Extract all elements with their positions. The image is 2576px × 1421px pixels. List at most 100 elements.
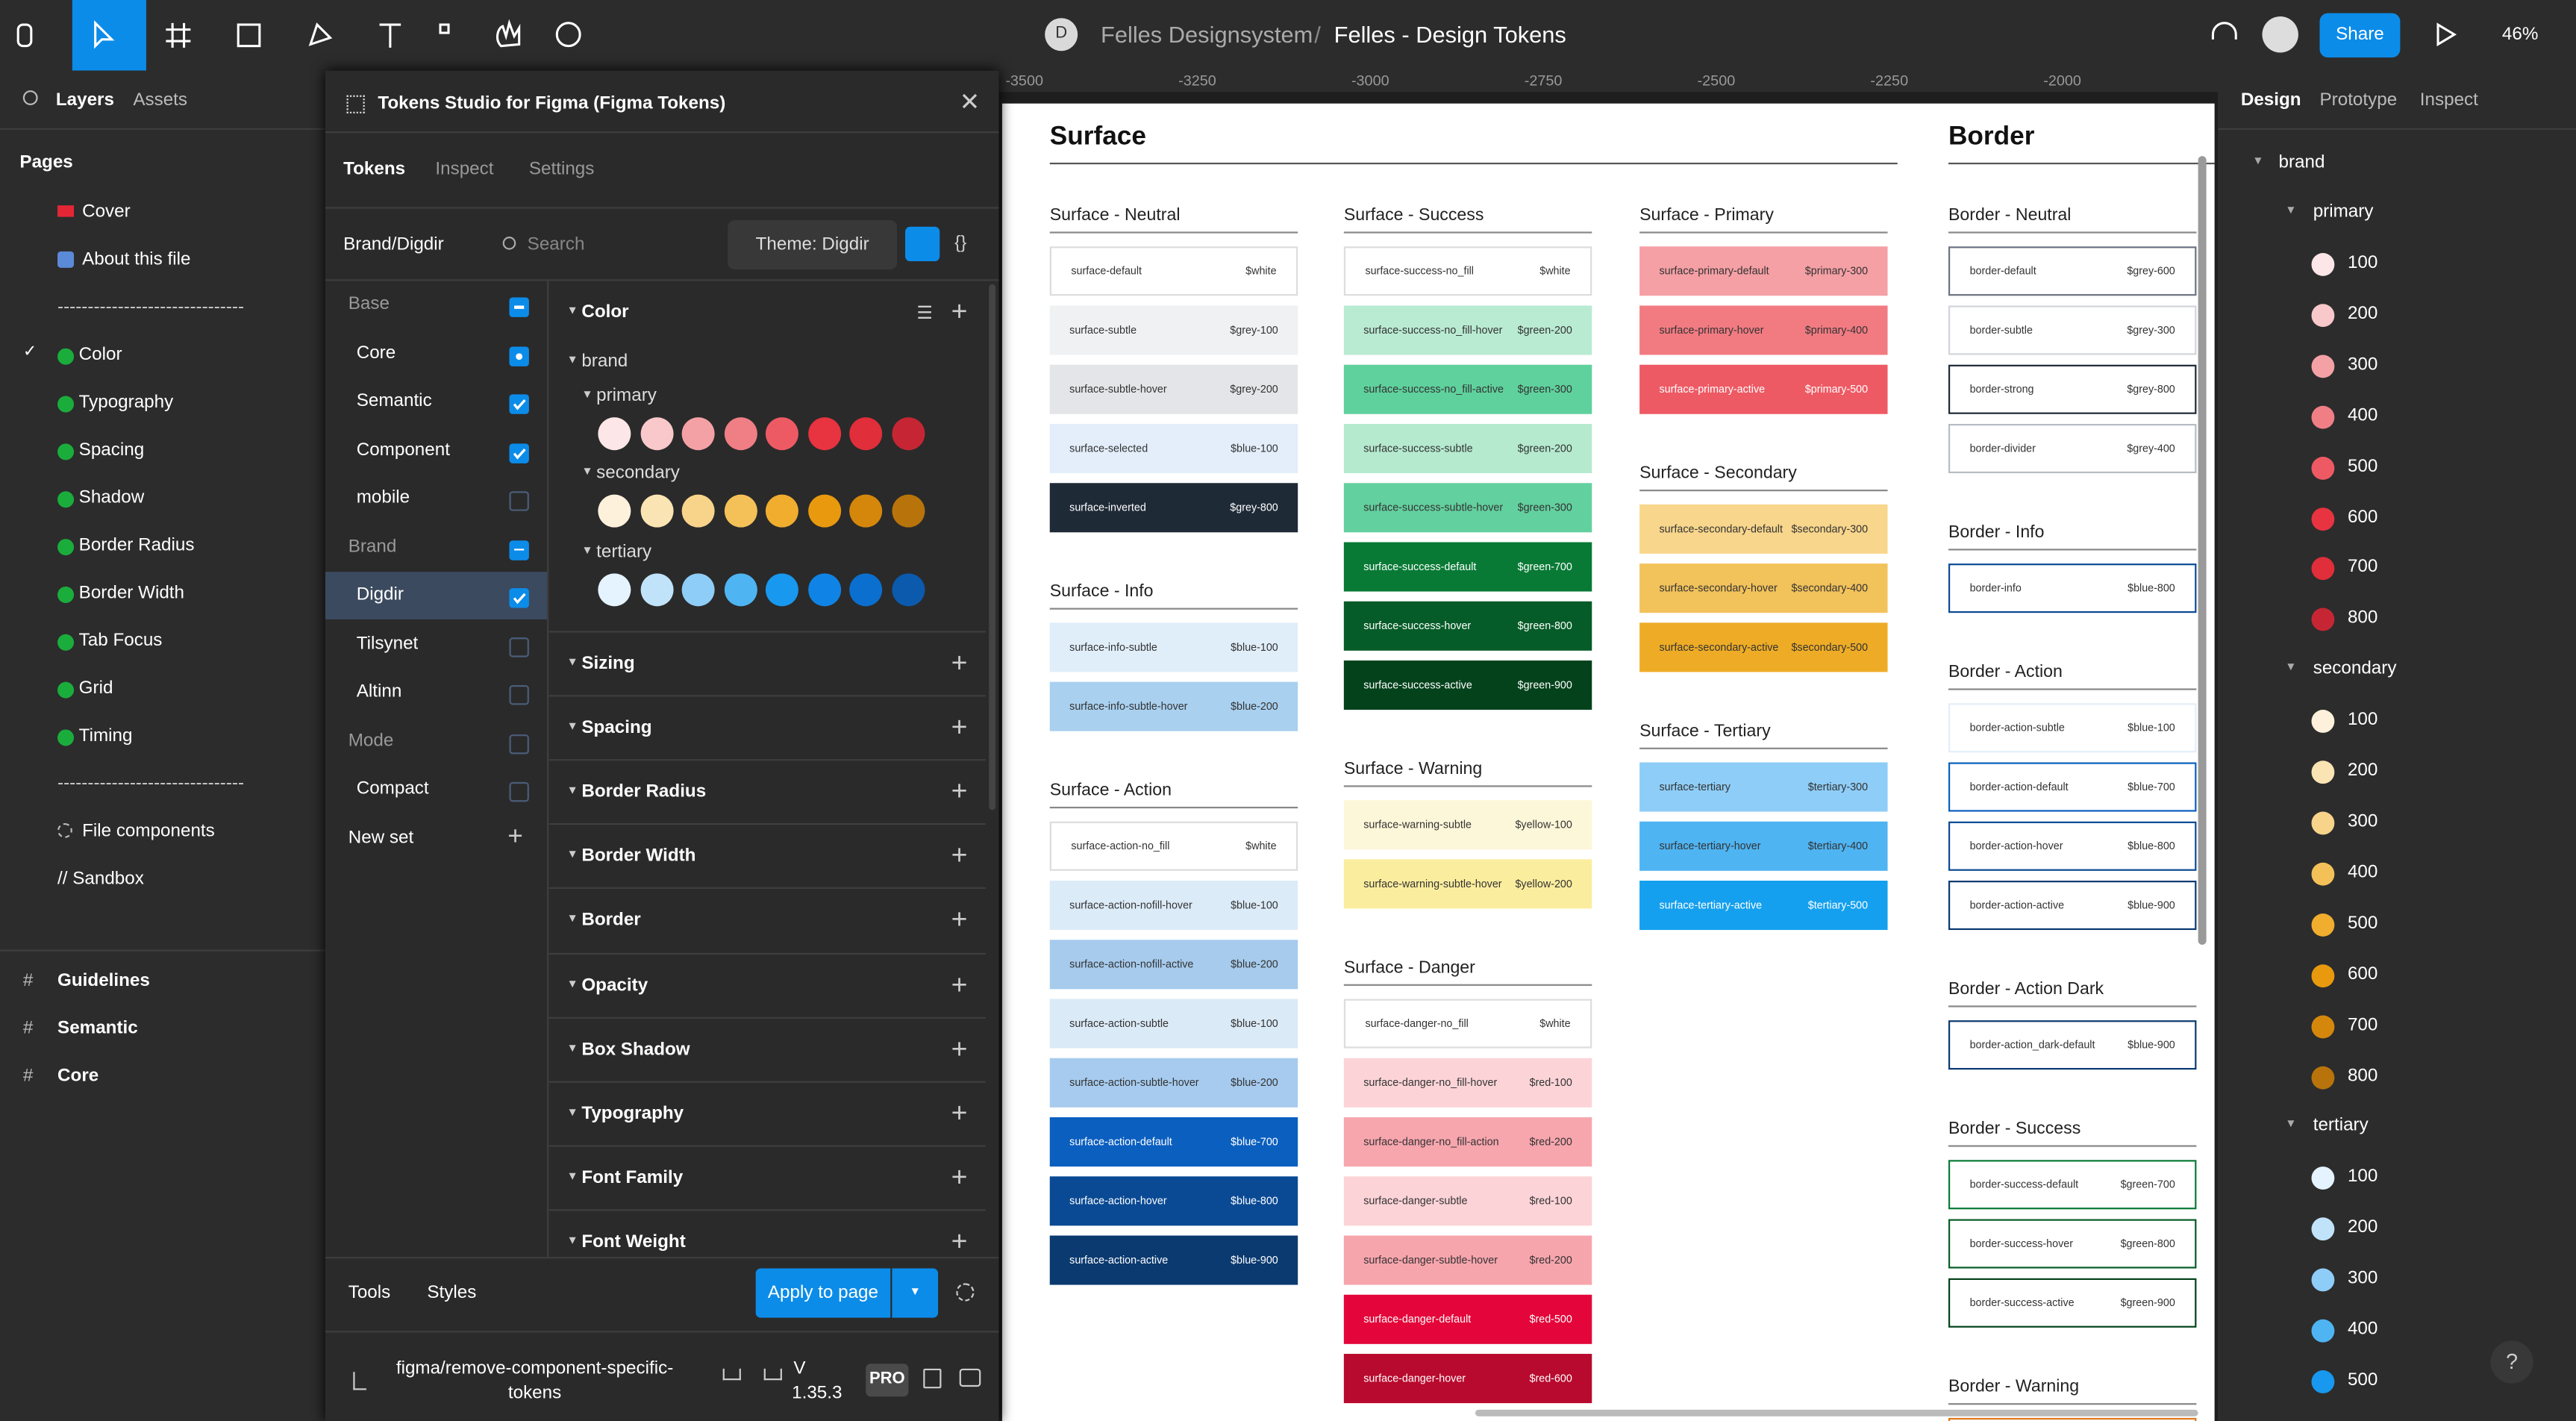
color-name[interactable]: 600 <box>2347 964 2378 984</box>
token-card[interactable]: surface-info-subtle-hover $blue-200 <box>1049 681 1298 731</box>
token-card[interactable]: border-divider $grey-400 <box>1948 423 2197 474</box>
project-name[interactable]: Felles Designsystem <box>1101 21 1313 48</box>
frame-name[interactable]: Semantic <box>57 1018 138 1039</box>
group-add[interactable]: + <box>951 711 968 743</box>
color-name[interactable]: 100 <box>2347 253 2378 273</box>
frame-scrollbar[interactable] <box>2198 156 2207 945</box>
token-card[interactable]: surface-success-hover $green-800 <box>1343 601 1592 651</box>
color-swatch[interactable] <box>849 417 883 451</box>
group-add[interactable]: + <box>951 1161 968 1193</box>
user-avatar[interactable] <box>2262 16 2298 53</box>
set-name[interactable]: Component <box>356 439 450 460</box>
page-item[interactable]: ------------------------------- <box>0 767 325 803</box>
color-name[interactable]: 100 <box>2347 710 2378 730</box>
theme-select[interactable]: Theme: Digdir <box>728 220 898 270</box>
group-name[interactable]: Typography <box>581 1103 684 1124</box>
color-name[interactable]: 800 <box>2347 608 2378 628</box>
color-swatch[interactable] <box>765 572 798 606</box>
page-item[interactable]: ✓ Color <box>0 339 325 375</box>
group-name[interactable]: Opacity <box>581 975 648 996</box>
set-group[interactable]: Mode <box>348 730 394 750</box>
token-card[interactable]: border-strong $grey-800 <box>1948 364 2197 414</box>
token-card[interactable]: surface-success-subtle $green-200 <box>1343 423 1592 474</box>
styles-menu[interactable]: Styles <box>427 1283 477 1303</box>
token-card[interactable]: surface-tertiary $tertiary-300 <box>1639 762 1888 812</box>
color-swatch[interactable] <box>765 495 798 528</box>
token-card[interactable]: surface-success-no_fill-hover $green-200 <box>1343 305 1592 355</box>
token-card[interactable]: surface-primary-active $primary-500 <box>1639 364 1888 414</box>
new-set[interactable]: New set <box>348 827 414 847</box>
token-card[interactable]: surface-success-no_fill-active $green-300 <box>1343 364 1592 414</box>
token-card[interactable]: surface-primary-default $primary-300 <box>1639 246 1888 296</box>
token-card[interactable]: surface-danger-no_fill-action $red-200 <box>1343 1117 1592 1167</box>
color-swatch[interactable] <box>723 495 757 528</box>
token-card[interactable]: surface-warning-subtle-hover $yellow-200 <box>1343 859 1592 909</box>
token-card[interactable]: border-success-hover $green-800 <box>1948 1219 2197 1269</box>
token-card[interactable]: surface-action-subtle-hover $blue-200 <box>1049 1058 1298 1108</box>
token-card[interactable]: surface-subtle $grey-100 <box>1049 305 1298 355</box>
group-name[interactable]: Sizing <box>581 654 635 674</box>
set-checkbox[interactable] <box>509 394 529 414</box>
tools-menu[interactable]: Tools <box>348 1283 391 1303</box>
feedback-button[interactable] <box>959 1368 981 1387</box>
token-card[interactable]: border-action-hover $blue-800 <box>1948 821 2197 871</box>
token-card[interactable]: surface-danger-subtle $red-100 <box>1343 1176 1592 1226</box>
set-name[interactable]: Compact <box>356 778 429 799</box>
color-name[interactable]: 700 <box>2347 558 2378 578</box>
panel-tab[interactable]: Prototype <box>2319 90 2398 110</box>
tree-group[interactable]: tertiary <box>2313 1116 2369 1137</box>
group-add[interactable]: + <box>951 1096 968 1128</box>
frame-tool[interactable] <box>166 22 191 48</box>
color-name[interactable]: 300 <box>2347 811 2378 831</box>
token-card[interactable]: surface-secondary-default $secondary-300 <box>1639 504 1888 554</box>
apply-options[interactable]: ▼ <box>892 1268 939 1318</box>
set-checkbox[interactable] <box>509 491 529 511</box>
set-checkbox[interactable] <box>509 733 529 754</box>
push-button[interactable] <box>763 1368 782 1381</box>
canvas-frame[interactable]: Surface Surface - Neutral surface-default $… <box>1001 103 2215 1421</box>
token-card[interactable]: border-default $grey-600 <box>1948 246 2197 296</box>
set-checkbox[interactable] <box>509 540 529 560</box>
color-swatch[interactable] <box>681 572 715 606</box>
json-view-button[interactable]: {} <box>954 233 967 254</box>
present-button[interactable] <box>2431 19 2461 49</box>
frame-name[interactable]: Core <box>57 1066 99 1087</box>
color-name[interactable]: 200 <box>2347 761 2378 781</box>
search-input[interactable]: Search <box>527 234 585 255</box>
group-add[interactable]: + <box>951 1032 968 1064</box>
group-add[interactable]: + <box>951 904 968 936</box>
token-card[interactable]: border-success-default $green-700 <box>1948 1160 2197 1210</box>
group-name[interactable]: Color <box>581 302 629 322</box>
page-item[interactable]: Border Width <box>0 577 325 613</box>
page-item[interactable]: About this file <box>0 243 325 279</box>
plugin-tab[interactable]: Tokens <box>343 159 406 179</box>
move-tool-active[interactable] <box>72 0 146 71</box>
panel-tab[interactable]: Design <box>2240 90 2301 110</box>
zoom-level[interactable]: 46% <box>2501 25 2539 45</box>
group-add[interactable]: + <box>951 1225 968 1257</box>
group-add[interactable]: + <box>951 968 968 1000</box>
color-swatch[interactable] <box>807 417 841 451</box>
panel-tab[interactable]: Assets <box>133 90 188 110</box>
token-card[interactable]: surface-tertiary-active $tertiary-500 <box>1639 881 1888 931</box>
shape-tool[interactable] <box>237 23 261 48</box>
token-card[interactable]: surface-action-nofill-hover $blue-100 <box>1049 881 1298 931</box>
set-name[interactable]: Tilsynet <box>356 633 419 654</box>
color-swatch[interactable] <box>681 495 715 528</box>
color-name[interactable]: 300 <box>2347 1268 2378 1289</box>
token-card[interactable]: border-action-active $blue-900 <box>1948 881 2197 931</box>
color-name[interactable]: 400 <box>2347 405 2378 425</box>
panel-tab[interactable]: Layers <box>55 90 114 110</box>
token-card[interactable]: surface-danger-hover $red-600 <box>1343 1354 1592 1404</box>
set-checkbox[interactable] <box>509 781 529 802</box>
color-name[interactable]: 100 <box>2347 1167 2378 1187</box>
page-item[interactable]: Border Radius <box>0 529 325 565</box>
set-checkbox[interactable] <box>509 588 529 608</box>
color-swatch[interactable] <box>640 417 673 451</box>
color-name[interactable]: 500 <box>2347 1370 2378 1390</box>
tree-group[interactable]: primary <box>2313 202 2374 222</box>
group-name[interactable]: Border <box>581 911 641 931</box>
hand-tool[interactable] <box>496 19 521 48</box>
list-view-button[interactable] <box>905 226 940 262</box>
color-swatch[interactable] <box>891 417 925 451</box>
